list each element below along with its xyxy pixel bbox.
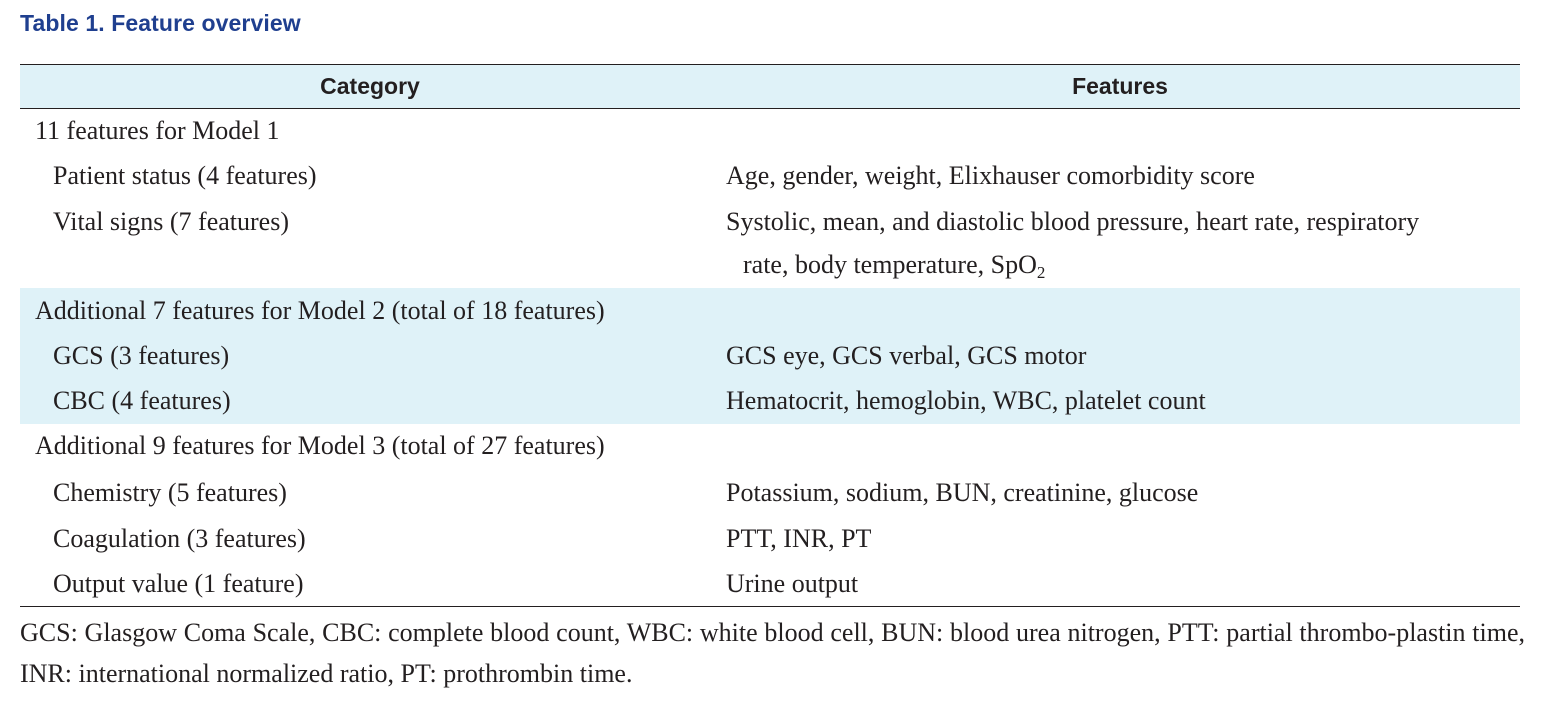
- table-header: Category Features: [20, 65, 1520, 108]
- row-features: PTT, INR, PT: [726, 524, 872, 553]
- row-features-multiline: Systolic, mean, and diastolic blood pres…: [726, 207, 1506, 282]
- row-category: Patient status (4 features): [53, 161, 317, 190]
- row-features: Age, gender, weight, Elixhauser comorbid…: [726, 161, 1255, 190]
- table-bottom-rule: [20, 606, 1520, 607]
- header-category: Category: [320, 73, 420, 99]
- row-category: Output value (1 feature): [53, 569, 304, 598]
- row-features: Hematocrit, hemoglobin, WBC, platelet co…: [726, 386, 1206, 415]
- group-heading-label: Additional 9 features for Model 3 (total…: [35, 431, 605, 460]
- row-features: GCS eye, GCS verbal, GCS motor: [726, 341, 1087, 370]
- row-features: Systolic, mean, and diastolic blood pres…: [726, 207, 1420, 236]
- table-footnote: GCS: Glasgow Coma Scale, CBC: complete b…: [20, 618, 1525, 688]
- row-category: Coagulation (3 features): [53, 524, 306, 553]
- row-category: GCS (3 features): [53, 341, 230, 370]
- table-header-rule: [20, 108, 1520, 109]
- group-heading-label: Additional 7 features for Model 2 (total…: [35, 296, 605, 325]
- row-features: Urine output: [726, 569, 859, 598]
- table-title: Table 1. Feature overview: [20, 10, 301, 36]
- row-features-cont-text: rate, body temperature, SpO: [743, 250, 1037, 279]
- row-category: Vital signs (7 features): [53, 207, 289, 236]
- group-heading-label: 11 features for Model 1: [35, 116, 280, 145]
- row-category: Chemistry (5 features): [53, 478, 287, 507]
- shaded-group-band: [20, 288, 1520, 424]
- row-features: Potassium, sodium, BUN, creatinine, gluc…: [726, 478, 1199, 507]
- subscript-2: 2: [1036, 263, 1046, 282]
- header-features: Features: [1072, 73, 1168, 99]
- row-category: CBC (4 features): [53, 386, 231, 415]
- table-top-rule: [20, 64, 1520, 65]
- row-features-continuation: rate, body temperature, SpO2: [726, 250, 1506, 282]
